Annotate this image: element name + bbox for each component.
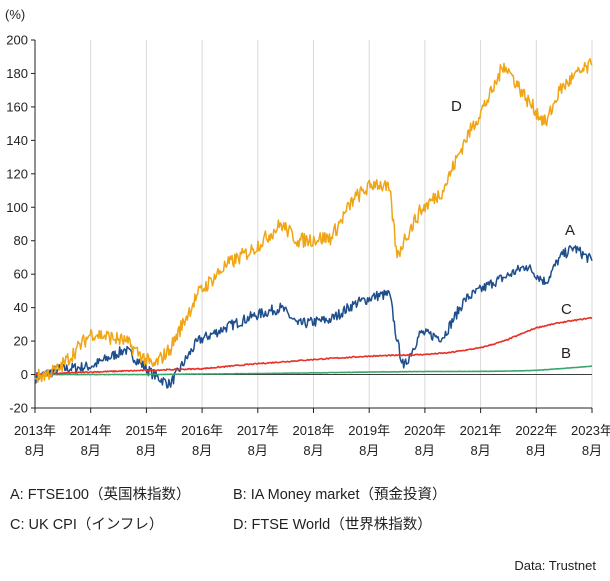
x-tick-label-year: 2023年 — [571, 423, 610, 438]
y-tick-label: 160 — [6, 99, 28, 114]
series-label-a: A — [565, 222, 575, 239]
source-note: Data: Trustnet — [514, 558, 596, 573]
y-tick-label: 120 — [6, 166, 28, 181]
x-tick-label-month: 8月 — [248, 443, 268, 458]
series-label-b: B — [561, 345, 571, 362]
x-tick-label-month: 8月 — [303, 443, 323, 458]
series-line-b — [35, 365, 593, 376]
legend-item-d: D: FTSE World（世界株指数） — [233, 517, 432, 533]
series-line-c — [34, 316, 593, 376]
x-tick-label-year: 2014年 — [70, 423, 112, 438]
x-tick-label-month: 8月 — [136, 443, 156, 458]
legend-item-c: C: UK CPI（インフレ） — [10, 517, 164, 533]
x-tick-label-month: 8月 — [359, 443, 379, 458]
y-tick-label: 40 — [14, 300, 28, 315]
legend-item-b: B: IA Money market（預金投資） — [233, 487, 447, 503]
x-tick-label-month: 8月 — [415, 443, 435, 458]
y-tick-label: 60 — [14, 267, 28, 282]
x-tick-label-year: 2022年 — [515, 423, 557, 438]
x-tick-label-month: 8月 — [81, 443, 101, 458]
x-tick-label-year: 2021年 — [460, 423, 502, 438]
x-tick-label-year: 2019年 — [348, 423, 390, 438]
series-line-a — [34, 245, 593, 389]
x-tick-label-year: 2016年 — [181, 423, 223, 438]
series-line-d — [34, 58, 593, 383]
x-tick-label-year: 2017年 — [237, 423, 279, 438]
x-tick-label-month: 8月 — [25, 443, 45, 458]
grid-lines — [90, 40, 593, 408]
x-tick-label-year: 2018年 — [293, 423, 335, 438]
y-tick-label: -20 — [9, 401, 28, 416]
y-tick-label: 80 — [14, 233, 28, 248]
series-lines — [34, 58, 593, 389]
series-label-d: D — [451, 98, 462, 115]
y-tick-label: 180 — [6, 66, 28, 81]
x-tick-label-month: 8月 — [192, 443, 212, 458]
y-tick-label: 200 — [6, 33, 28, 48]
x-tick-label-year: 2015年 — [125, 423, 167, 438]
y-tick-label: 20 — [14, 334, 28, 349]
x-tick-label-year: 2020年 — [404, 423, 446, 438]
series-label-c: C — [561, 301, 572, 318]
y-tick-label: 0 — [21, 367, 28, 382]
y-tick-label: 140 — [6, 133, 28, 148]
legend-item-a: A: FTSE100（英国株指数） — [10, 487, 191, 503]
x-tick-label-month: 8月 — [526, 443, 546, 458]
y-tick-label: 100 — [6, 200, 28, 215]
x-tick-label-year: 2013年 — [14, 423, 56, 438]
x-tick-label-month: 8月 — [470, 443, 490, 458]
x-tick-label-month: 8月 — [582, 443, 602, 458]
y-unit-label: (%) — [5, 7, 25, 22]
x-tick-labels: 2013年 8月 2014年 8月 2015年 8月 2016年 8月 2017年 8月 2018年… — [14, 423, 610, 458]
